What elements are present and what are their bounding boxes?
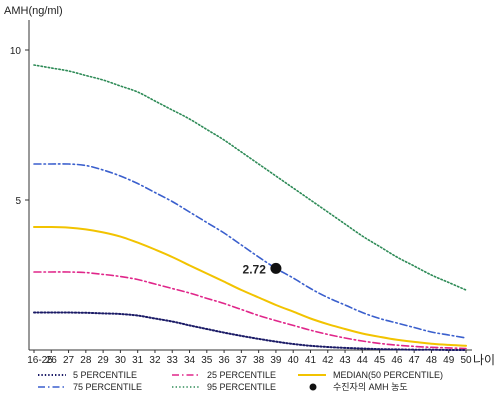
x-tick-label: 42 xyxy=(322,355,334,366)
legend-label: 95 PERCENTILE xyxy=(207,382,276,392)
x-tick-label: 30 xyxy=(115,355,127,366)
series-line-5-percentile xyxy=(33,311,467,352)
legend-label: MEDIAN(50 PERCENTILE) xyxy=(333,370,443,380)
y-ticks: 10 5 xyxy=(10,46,29,207)
x-tick-label: 48 xyxy=(426,355,438,366)
x-tick-label: 16-25 xyxy=(27,355,53,366)
legend-label: 25 PERCENTILE xyxy=(207,370,276,380)
x-tick-label: 41 xyxy=(305,355,317,366)
x-tick-label: 40 xyxy=(288,355,300,366)
legend-swatch-patient-dot xyxy=(309,383,317,391)
x-tick-label: 34 xyxy=(184,355,196,366)
x-tick-label: 47 xyxy=(409,355,421,366)
series-layer xyxy=(33,64,467,352)
series-line-95-percentile xyxy=(33,64,467,291)
patient-amh-value-label: 2.72 xyxy=(243,262,267,276)
x-tick-label: 43 xyxy=(339,355,351,366)
x-axis-label: 나이 xyxy=(473,353,495,367)
x-tick-label: 27 xyxy=(63,355,75,366)
x-tick-label: 31 xyxy=(132,355,144,366)
x-tick-label: 38 xyxy=(253,355,265,366)
x-tick-label: 36 xyxy=(219,355,231,366)
legend: 5 PERCENTILE 25 PERCENTILE MEDIAN(50 PERCE… xyxy=(38,370,443,392)
legend-label: 5 PERCENTILE xyxy=(73,370,137,380)
series-line-median-50-percentile xyxy=(33,225,467,347)
x-tick-label: 44 xyxy=(357,355,369,366)
x-tick-label: 50 xyxy=(460,355,472,366)
x-tick-label: 39 xyxy=(270,355,282,366)
x-tick-label: 29 xyxy=(98,355,110,366)
series-line-25-percentile xyxy=(33,271,467,350)
x-tick-label: 35 xyxy=(201,355,213,366)
patient-amh-point xyxy=(270,262,282,274)
x-tick-label: 37 xyxy=(236,355,248,366)
highlight-layer: 2.72 xyxy=(243,262,282,276)
x-tick-label: 49 xyxy=(443,355,455,366)
y-tick-label: 10 xyxy=(10,46,22,57)
x-tick-label: 26 xyxy=(46,355,58,366)
legend-label: 75 PERCENTILE xyxy=(73,382,142,392)
x-tick-label: 46 xyxy=(391,355,403,366)
x-tick-label: 45 xyxy=(374,355,386,366)
y-tick-label: 5 xyxy=(15,196,21,207)
series-line-75-percentile xyxy=(33,163,467,339)
x-tick-label: 28 xyxy=(80,355,92,366)
y-axis-label: AMH(ng/ml) xyxy=(4,5,63,17)
legend-label: 수진자의 AMH 농도 xyxy=(333,382,408,392)
x-tick-label: 33 xyxy=(167,355,179,366)
x-tick-label: 32 xyxy=(149,355,161,366)
